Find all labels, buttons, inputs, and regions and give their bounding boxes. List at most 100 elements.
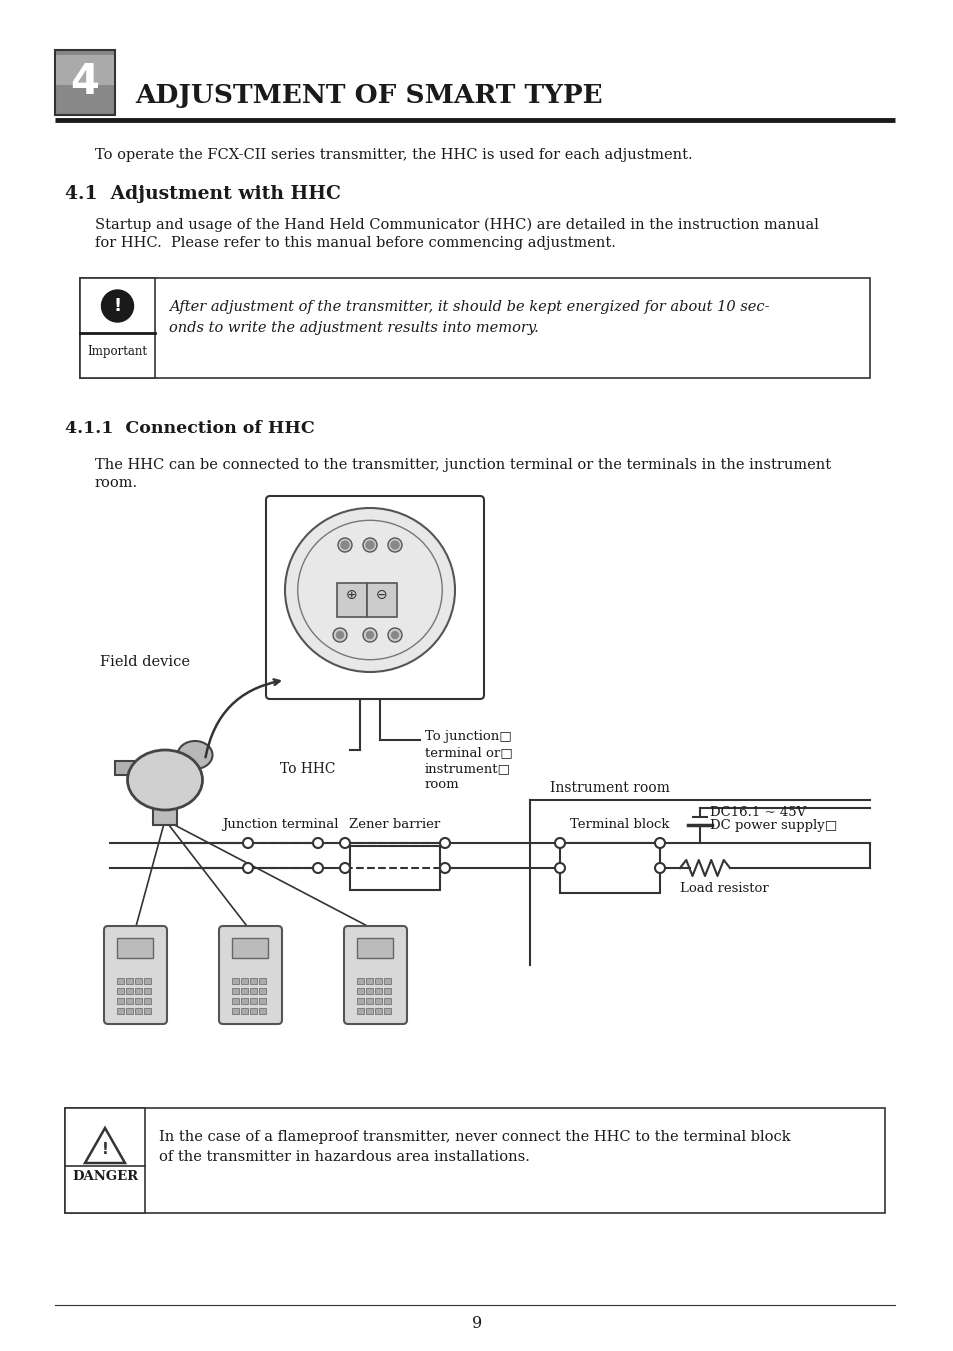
Circle shape xyxy=(243,863,253,873)
Text: for HHC.  Please refer to this manual before commencing adjustment.: for HHC. Please refer to this manual bef… xyxy=(95,236,616,250)
Bar xyxy=(56,55,113,85)
Ellipse shape xyxy=(177,740,213,769)
Bar xyxy=(258,978,266,984)
Text: In the case of a flameproof transmitter, never connect the HHC to the terminal b: In the case of a flameproof transmitter,… xyxy=(159,1129,790,1144)
Bar xyxy=(241,1008,248,1015)
Bar xyxy=(356,998,364,1004)
Bar xyxy=(135,1008,142,1015)
Polygon shape xyxy=(85,1128,125,1163)
Bar xyxy=(135,998,142,1004)
Circle shape xyxy=(655,863,664,873)
Text: DC16.1 ~ 45V: DC16.1 ~ 45V xyxy=(709,807,805,820)
Text: 4.1  Adjustment with HHC: 4.1 Adjustment with HHC xyxy=(65,185,340,203)
Bar xyxy=(65,1108,884,1213)
Circle shape xyxy=(366,540,374,549)
Bar xyxy=(144,1008,151,1015)
Text: Load resistor: Load resistor xyxy=(679,882,768,894)
Text: of the transmitter in hazardous area installations.: of the transmitter in hazardous area ins… xyxy=(159,1150,529,1165)
Circle shape xyxy=(339,838,350,848)
Bar xyxy=(126,1008,132,1015)
Bar xyxy=(366,988,373,994)
Ellipse shape xyxy=(285,508,455,671)
FancyBboxPatch shape xyxy=(336,584,367,617)
Circle shape xyxy=(333,628,347,642)
FancyBboxPatch shape xyxy=(266,496,483,698)
Bar xyxy=(258,1008,266,1015)
Ellipse shape xyxy=(297,520,442,659)
Bar xyxy=(241,988,248,994)
Bar xyxy=(232,978,239,984)
Bar xyxy=(356,938,393,958)
Bar xyxy=(250,1008,256,1015)
Text: To HHC: To HHC xyxy=(280,762,335,775)
Circle shape xyxy=(655,838,664,848)
Text: The HHC can be connected to the transmitter, junction terminal or the terminals : The HHC can be connected to the transmit… xyxy=(95,458,830,471)
Bar xyxy=(250,978,256,984)
Circle shape xyxy=(391,631,398,639)
Bar xyxy=(117,1008,124,1015)
Text: !: ! xyxy=(101,1143,109,1158)
Text: room.: room. xyxy=(95,476,138,490)
Circle shape xyxy=(366,631,374,639)
Bar xyxy=(559,843,659,893)
Circle shape xyxy=(313,838,323,848)
Bar xyxy=(126,998,132,1004)
Text: After adjustment of the transmitter, it should be kept energized for about 10 se: After adjustment of the transmitter, it … xyxy=(169,300,769,313)
Bar xyxy=(258,998,266,1004)
Bar xyxy=(384,1008,391,1015)
Circle shape xyxy=(555,838,564,848)
Bar xyxy=(117,938,152,958)
Text: Instrument room: Instrument room xyxy=(550,781,669,794)
Bar xyxy=(232,988,239,994)
Bar xyxy=(375,998,381,1004)
Bar xyxy=(350,846,439,890)
Circle shape xyxy=(388,628,401,642)
Text: onds to write the adjustment results into memory.: onds to write the adjustment results int… xyxy=(169,322,538,335)
Bar xyxy=(80,278,869,378)
Text: ⊕: ⊕ xyxy=(346,588,357,603)
Circle shape xyxy=(336,631,343,639)
Circle shape xyxy=(339,863,350,873)
Circle shape xyxy=(388,538,401,553)
Bar xyxy=(258,988,266,994)
Text: DANGER: DANGER xyxy=(71,1170,138,1182)
Text: ⊖: ⊖ xyxy=(375,588,388,603)
Circle shape xyxy=(243,838,253,848)
Bar xyxy=(80,278,154,378)
Circle shape xyxy=(340,540,349,549)
Bar xyxy=(250,998,256,1004)
Bar xyxy=(117,978,124,984)
Bar xyxy=(117,998,124,1004)
Bar xyxy=(384,988,391,994)
Text: To junction□
terminal or□
instrument□
room: To junction□ terminal or□ instrument□ ro… xyxy=(424,730,512,790)
Bar xyxy=(356,988,364,994)
Circle shape xyxy=(313,863,323,873)
Text: Junction terminal: Junction terminal xyxy=(221,817,338,831)
Bar xyxy=(117,988,124,994)
Bar xyxy=(135,988,142,994)
Text: Terminal block: Terminal block xyxy=(570,817,669,831)
Bar xyxy=(65,1108,145,1213)
Bar xyxy=(366,998,373,1004)
Text: 9: 9 xyxy=(472,1315,481,1332)
FancyBboxPatch shape xyxy=(344,925,407,1024)
Bar xyxy=(232,998,239,1004)
Bar xyxy=(366,978,373,984)
Bar xyxy=(366,1008,373,1015)
Bar xyxy=(232,1008,239,1015)
Text: Field device: Field device xyxy=(100,655,190,669)
Ellipse shape xyxy=(128,750,202,811)
Bar xyxy=(55,50,115,115)
Bar xyxy=(384,998,391,1004)
Bar xyxy=(375,978,381,984)
Bar xyxy=(241,998,248,1004)
Circle shape xyxy=(439,838,450,848)
Text: Important: Important xyxy=(88,345,148,358)
Bar xyxy=(375,1008,381,1015)
Bar xyxy=(126,978,132,984)
Bar xyxy=(356,978,364,984)
Text: 4: 4 xyxy=(71,61,99,103)
Circle shape xyxy=(101,290,133,322)
Bar xyxy=(375,988,381,994)
Circle shape xyxy=(555,863,564,873)
